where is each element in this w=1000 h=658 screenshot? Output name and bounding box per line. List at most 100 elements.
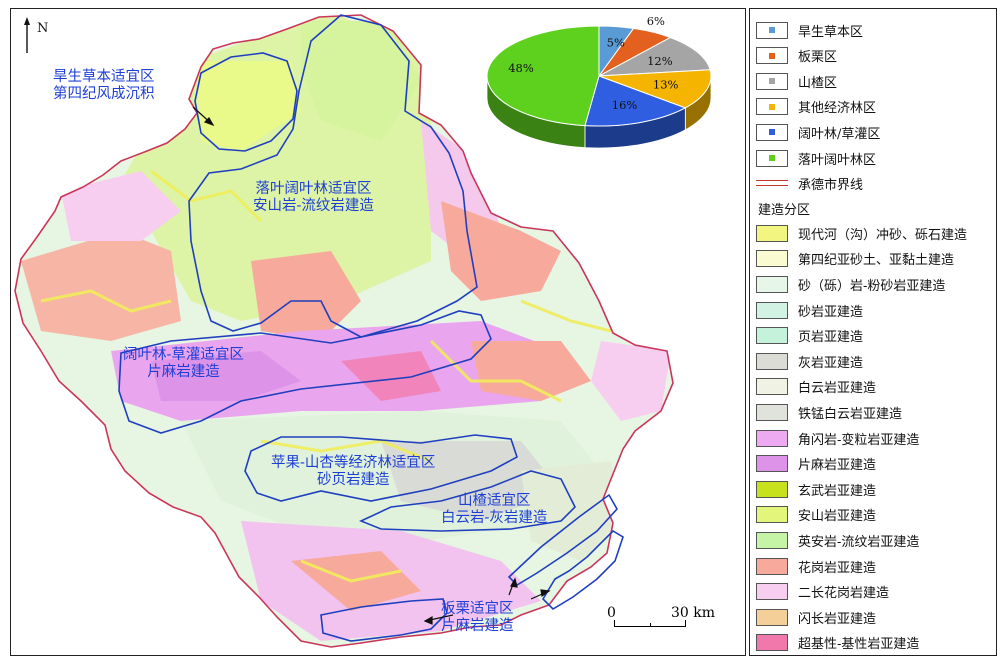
legend-swatch	[756, 250, 788, 268]
legend-boundary-swatch	[756, 175, 788, 192]
legend-label: 板栗区	[798, 50, 838, 66]
legend-swatch	[756, 72, 788, 90]
pie-slice-label: 12%	[647, 54, 673, 68]
zone-label-line1: 落叶阔叶林适宜区	[255, 181, 372, 197]
north-label: N	[37, 21, 49, 36]
legend-pie-item: 山楂区	[756, 70, 992, 92]
legend-label: 安山岩亚建造	[798, 509, 877, 525]
zone-label-line2: 片麻岩建造	[441, 618, 514, 634]
scale-label-zero: 0	[607, 605, 616, 621]
legend-label: 片麻岩亚建造	[798, 458, 877, 474]
zone-label-deciduous: 落叶阔叶林适宜区 安山岩-流纹岩建造	[253, 181, 374, 215]
legend-label: 灰岩亚建造	[798, 355, 864, 371]
zone-outline-chestnut-e1	[507, 493, 618, 587]
legend-formation-item: 灰岩亚建造	[756, 350, 992, 372]
legend-swatch	[756, 21, 788, 39]
zone-label-line1: 板栗适宜区	[441, 601, 514, 617]
legend-swatch	[756, 123, 788, 141]
legend-formation-item: 英安岩-流纹岩亚建造	[756, 529, 992, 551]
legend-label: 花岗岩亚建造	[798, 560, 877, 576]
legend-swatch	[756, 557, 788, 575]
legend-swatch	[756, 275, 788, 293]
legend-swatch	[756, 531, 788, 549]
pie-slice-label: 5%	[607, 35, 625, 49]
zone-label-apple-apricot: 苹果-山杏等经济林适宜区 砂页岩建造	[271, 455, 435, 489]
zone-outline-broadleaf	[118, 310, 492, 434]
legend-swatch	[756, 47, 788, 65]
zone-label-line1: 旱生草本适宜区	[53, 69, 155, 85]
city-boundary	[14, 14, 674, 648]
zone-label-drought-grass: 旱生草本适宜区 第四纪风成沉积	[53, 69, 155, 103]
legend-dot	[769, 52, 775, 59]
legend-swatch	[756, 224, 788, 242]
legend-label: 阔叶林/草灌区	[798, 126, 881, 142]
zone-label-line2: 安山岩-流纹岩建造	[253, 198, 374, 214]
zone-label-hawthorn: 山楂适宜区 白云岩-灰岩建造	[441, 493, 547, 527]
legend-label: 玄武岩亚建造	[798, 483, 877, 499]
legend-section-title: 建造分区	[758, 203, 811, 219]
legend-boundary-item: 承德市界线	[756, 173, 992, 195]
legend-formation-item: 玄武岩亚建造	[756, 478, 992, 500]
zone-outlines	[118, 14, 624, 642]
zone-outline-drought	[194, 52, 298, 152]
zone-outline-deciduous	[188, 14, 478, 338]
legend-label: 角闪岩-变粒岩亚建造	[798, 432, 920, 448]
scale-label-end: 30 km	[671, 605, 716, 621]
legend-swatch	[756, 403, 788, 421]
pie-slice-label: 6%	[647, 14, 665, 28]
legend-formation-item: 角闪岩-变粒岩亚建造	[756, 427, 992, 449]
legend-dot	[769, 129, 775, 136]
legend-label: 铁锰白云岩亚建造	[798, 406, 903, 422]
zone-outline-chestnut-s	[320, 598, 448, 642]
legend-formation-item: 安山岩亚建造	[756, 504, 992, 526]
legend-label: 英安岩-流纹岩亚建造	[798, 534, 920, 550]
legend-pie-item: 板栗区	[756, 45, 992, 67]
legend-formation-item: 砂（砾）岩-粉砂岩亚建造	[756, 273, 992, 295]
pie-slice	[598, 69, 712, 109]
legend-swatch	[756, 455, 788, 473]
legend-swatch	[756, 378, 788, 396]
legend-dot	[769, 78, 775, 85]
map-panel: 5% 6% 12% 13% 16% 48% N 旱生草本适宜区 第四纪风成沉积 落叶阔叶林…	[10, 8, 746, 656]
legend-label: 闪长岩亚建造	[798, 611, 877, 627]
zone-outline-apple	[244, 434, 518, 502]
legend-label: 山楂区	[798, 75, 838, 91]
pie-chart: 5% 6% 12% 13% 16% 48%	[486, 14, 712, 149]
legend-swatch	[756, 301, 788, 319]
pie-slice-label: 13%	[653, 78, 679, 92]
pie-slice-label: 16%	[612, 98, 638, 112]
legend-dot	[769, 103, 775, 110]
legend-label: 页岩亚建造	[798, 330, 864, 346]
legend-swatch	[756, 634, 788, 652]
legend-label: 白云岩亚建造	[798, 381, 877, 397]
legend-label: 二长花岗岩建造	[798, 586, 890, 602]
legend-label: 落叶阔叶林区	[798, 152, 877, 168]
zone-label-line2: 第四纪风成沉积	[53, 86, 155, 102]
legend-formation-item: 第四纪亚砂土、亚黏土建造	[756, 248, 992, 270]
zone-label-line2: 白云岩-灰岩建造	[441, 510, 548, 526]
legend-swatch	[756, 608, 788, 626]
legend-formation-item: 二长花岗岩建造	[756, 581, 992, 603]
zone-label-broadleaf-shrub: 阔叶林-草灌适宜区 片麻岩建造	[123, 347, 244, 381]
zone-label-line1: 山楂适宜区	[457, 493, 531, 509]
legend-formation-item: 闪长岩亚建造	[756, 606, 992, 628]
legend-label: 第四纪亚砂土、亚黏土建造	[798, 253, 955, 269]
legend-pie-item: 阔叶林/草灌区	[756, 121, 992, 143]
map-svg: 5% 6% 12% 13% 16% 48%	[14, 14, 712, 648]
zone-label-line1: 阔叶林-草灌适宜区	[123, 347, 244, 363]
legend-swatch	[756, 149, 788, 167]
legend-dot	[769, 27, 775, 33]
legend-formation-item: 白云岩亚建造	[756, 376, 992, 398]
legend-label: 砂（砾）岩-粉砂岩亚建造	[798, 278, 946, 294]
legend-label: 超基性-基性岩亚建造	[798, 637, 920, 653]
annotation-arrows	[192, 106, 551, 625]
legend-formation-item: 页岩亚建造	[756, 325, 992, 347]
zone-label-line2: 片麻岩建造	[147, 364, 220, 380]
pie-slice	[584, 75, 687, 127]
pie-slice	[486, 25, 600, 127]
legend-label: 旱生草本区	[798, 24, 864, 40]
legend-formation-item: 现代河（沟）冲砂、砾石建造	[756, 222, 992, 244]
legend-formation-item: 铁锰白云岩亚建造	[756, 401, 992, 423]
legend-formation-item: 砂岩亚建造	[756, 299, 992, 321]
zone-label-chestnut: 板栗适宜区 片麻岩建造	[441, 601, 514, 635]
